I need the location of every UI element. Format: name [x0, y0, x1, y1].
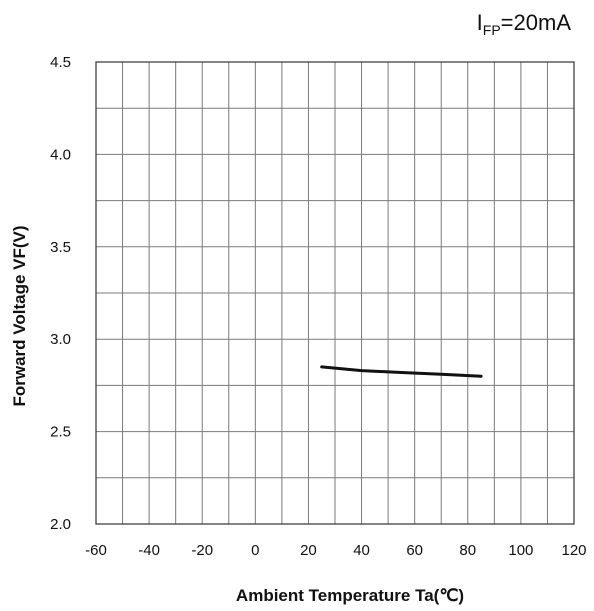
x-tick-label: 0 — [251, 542, 259, 559]
x-tick-label: 40 — [353, 542, 370, 559]
test-condition-label: IFP=20mA — [477, 10, 572, 38]
y-tick-label: 2.5 — [50, 424, 71, 441]
x-tick-labels: -60 -40 -20 0 20 40 60 80 100 120 — [85, 542, 586, 559]
y-tick-label: 3.0 — [50, 331, 71, 348]
y-tick-labels: 2.0 2.5 3.0 3.5 4.0 4.5 — [50, 54, 71, 533]
x-tick-label: 20 — [300, 542, 317, 559]
x-axis-title: Ambient Temperature Ta(℃) — [236, 586, 464, 605]
grid — [96, 62, 574, 524]
series-layer — [320, 365, 483, 378]
condition-value: =20mA — [501, 10, 572, 35]
x-tick-label: -20 — [191, 542, 213, 559]
x-tick-label: 120 — [561, 542, 586, 559]
condition-main: I — [477, 10, 483, 35]
y-tick-label: 4.0 — [50, 146, 71, 163]
x-tick-label: -60 — [85, 542, 107, 559]
y-tick-label: 4.5 — [50, 54, 71, 71]
y-axis-title: Forward Voltage VF(V) — [10, 225, 29, 406]
x-tick-label: 60 — [406, 542, 423, 559]
condition-subscript: FP — [483, 22, 501, 38]
y-tick-label: 3.5 — [50, 239, 71, 256]
y-tick-label: 2.0 — [50, 516, 71, 533]
series-line — [320, 365, 483, 378]
x-tick-label: 100 — [508, 542, 533, 559]
plot-frame — [95, 61, 575, 525]
x-tick-label: 80 — [459, 542, 476, 559]
x-tick-label: -40 — [138, 542, 160, 559]
